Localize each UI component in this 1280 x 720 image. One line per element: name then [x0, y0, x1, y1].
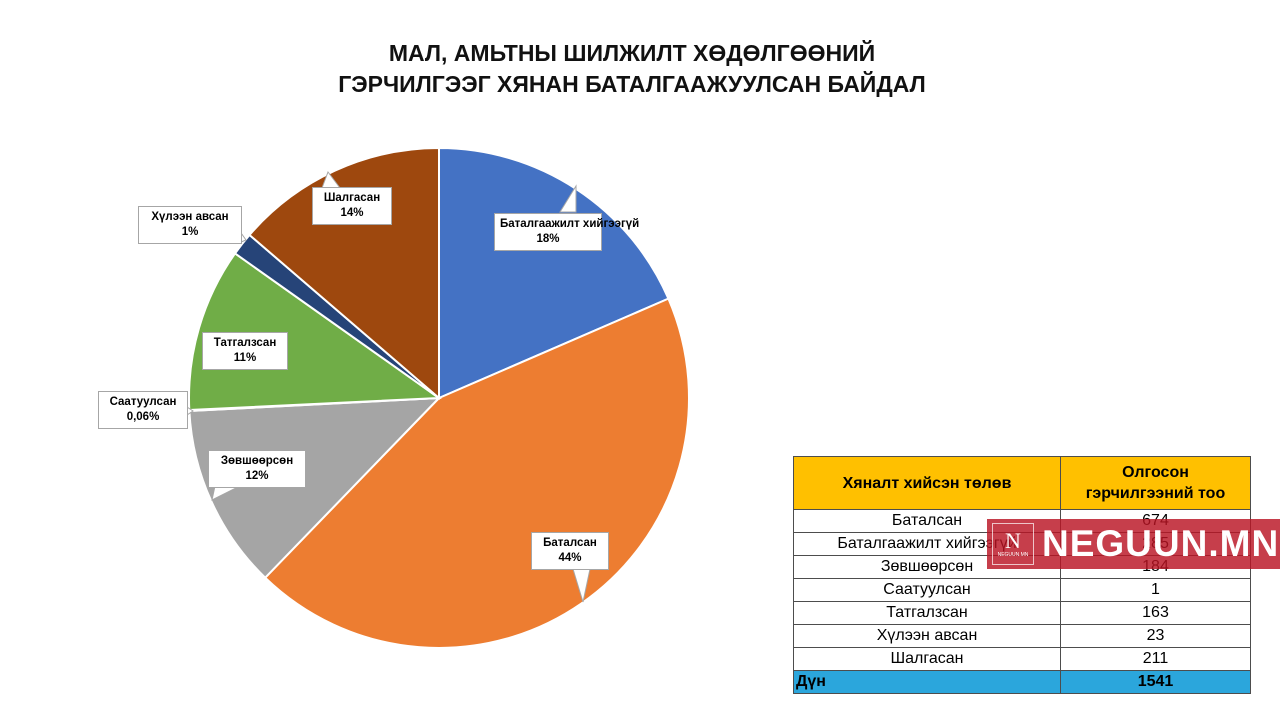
data-label-percent: 11%: [233, 352, 257, 364]
table-row: Хүлээн авсан 23: [793, 624, 1251, 648]
data-label-zovshoorson: Зөвшөөрсөн 12%: [208, 450, 306, 488]
header-status: Хяналт хийсэн төлөв: [793, 456, 1061, 510]
data-label-percent: 44%: [558, 552, 582, 564]
row-count: 23: [1060, 624, 1251, 648]
data-label-name: Саатуулсан: [109, 396, 177, 408]
data-label-shalgasan: Шалгасан 14%: [312, 187, 392, 225]
data-label-percent: 18%: [536, 233, 560, 245]
data-label-name: Хүлээн авсан: [151, 211, 229, 223]
chart-title-line-1: МАЛ, АМЬТНЫ ШИЛЖИЛТ ХӨДӨЛГӨӨНИЙ: [388, 40, 876, 66]
row-status: Шалгасан: [793, 647, 1061, 671]
neguun-logo-icon: N NEGUUN.MN: [992, 523, 1034, 565]
data-label-percent: 1%: [181, 226, 199, 238]
table-header-row: Хяналт хийсэн төлөв Олгосон гэрчилгээний…: [793, 456, 1251, 510]
data-label-percent: 0,06%: [126, 411, 160, 423]
chart-title-line-2: ГЭРЧИЛГЭЭГ ХЯНАН БАТАЛГААЖУУЛСАН БАЙДАЛ: [338, 71, 926, 97]
data-label-name: Баталсан: [543, 537, 597, 549]
row-count: 211: [1060, 647, 1251, 671]
data-label-batalsan: Баталсан 44%: [531, 532, 609, 570]
data-label-percent: 14%: [340, 207, 364, 219]
watermark-text: NEGUUN.MN: [1042, 523, 1280, 564]
callout-pointer-batalgaajilt: [559, 184, 577, 213]
row-count: 1: [1060, 578, 1251, 602]
row-count: 163: [1060, 601, 1251, 625]
header-count-text: Олгосон гэрчилгээний тоо: [1085, 464, 1226, 502]
logo-letter: N: [1005, 528, 1021, 553]
summary-table: Хяналт хийсэн төлөв Олгосон гэрчилгээний…: [793, 456, 1251, 694]
table-row: Шалгасан 211: [793, 647, 1251, 671]
pie-slice-tatgalzsan: [188, 252, 442, 412]
data-label-tatgalzsan: Татгалзсан 11%: [202, 332, 288, 370]
data-label-name: Зөвшөөрсөн: [220, 455, 294, 467]
data-label-saatuulsan: Саатуулсан 0,06%: [98, 391, 188, 429]
neguun-watermark: N NEGUUN.MN NEGUUN.MN: [987, 519, 1280, 569]
data-label-khuleen-avsan: Хүлээн авсан 1%: [138, 206, 242, 244]
total-label: Дүн: [793, 670, 1061, 694]
data-label-name: Шалгасан: [323, 192, 381, 204]
data-label-batalgaajilt: Баталгаажилт хийгээгүй 18%: [494, 213, 639, 251]
table-row: Татгалзсан 163: [793, 601, 1251, 625]
data-label-name: Татгалзсан: [213, 337, 277, 349]
data-label-percent: 12%: [245, 470, 269, 482]
pie-slice-zovshoorson: [188, 396, 442, 580]
row-status: Саатуулсан: [793, 578, 1061, 602]
total-value: 1541: [1060, 670, 1251, 694]
row-status: Татгалзсан: [793, 601, 1061, 625]
row-status: Хүлээн авсан: [793, 624, 1061, 648]
logo-small-text: NEGUUN.MN: [997, 552, 1029, 558]
table-total-row: Дүн 1541: [793, 670, 1251, 694]
table-row: Саатуулсан 1: [793, 578, 1251, 602]
chart-title: МАЛ, АМЬТНЫ ШИЛЖИЛТ ХӨДӨЛГӨӨНИЙ ГЭРЧИЛГЭ…: [0, 38, 1264, 100]
data-label-name: Баталгаажилт хийгээгүй: [500, 218, 640, 230]
header-count: Олгосон гэрчилгээний тоо: [1060, 456, 1251, 510]
